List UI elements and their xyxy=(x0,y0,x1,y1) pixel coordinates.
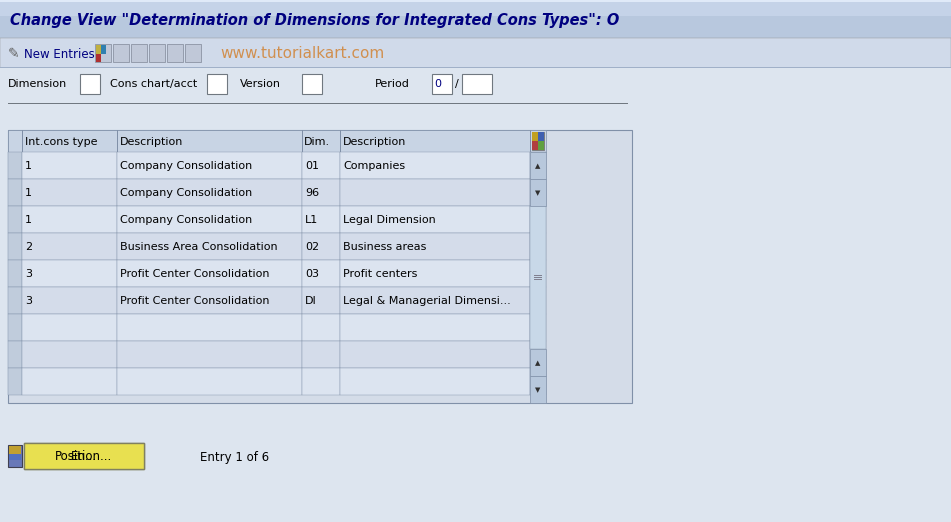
Text: Change View "Determination of Dimensions for Integrated Cons Types": O: Change View "Determination of Dimensions… xyxy=(10,14,619,29)
Text: 03: 03 xyxy=(305,269,319,279)
Text: Business Area Consolidation: Business Area Consolidation xyxy=(120,242,278,252)
Text: Business areas: Business areas xyxy=(343,242,426,252)
Text: /: / xyxy=(455,79,458,89)
Text: New Entries: New Entries xyxy=(24,48,95,61)
Text: Dimension: Dimension xyxy=(8,79,68,89)
Text: 02: 02 xyxy=(305,242,320,252)
Text: Entry 1 of 6: Entry 1 of 6 xyxy=(200,450,269,464)
Text: Position...: Position... xyxy=(55,450,112,464)
Text: 96: 96 xyxy=(305,188,320,198)
Text: Company Consolidation: Company Consolidation xyxy=(120,215,252,225)
Text: L1: L1 xyxy=(305,215,319,225)
Text: DI: DI xyxy=(305,296,317,306)
Text: Legal Dimension: Legal Dimension xyxy=(343,215,436,225)
Text: ▼: ▼ xyxy=(535,387,541,393)
Text: Company Consolidation: Company Consolidation xyxy=(120,161,252,171)
Text: Dim.: Dim. xyxy=(304,137,330,147)
Text: Description: Description xyxy=(120,137,184,147)
Text: 1: 1 xyxy=(25,161,32,171)
Text: Companies: Companies xyxy=(343,161,405,171)
Text: Version: Version xyxy=(240,79,281,89)
Text: ▼: ▼ xyxy=(535,190,541,196)
Text: www.tutorialkart.com: www.tutorialkart.com xyxy=(220,46,384,62)
Text: Profit Center Consolidation: Profit Center Consolidation xyxy=(120,296,269,306)
Text: En...: En... xyxy=(71,450,97,464)
Text: Period: Period xyxy=(375,79,410,89)
Text: Company Consolidation: Company Consolidation xyxy=(120,188,252,198)
Text: 01: 01 xyxy=(305,161,319,171)
Text: Profit centers: Profit centers xyxy=(343,269,417,279)
Text: Legal & Managerial Dimensi...: Legal & Managerial Dimensi... xyxy=(343,296,511,306)
Text: 3: 3 xyxy=(25,296,32,306)
Text: 3: 3 xyxy=(25,269,32,279)
Text: Cons chart/acct: Cons chart/acct xyxy=(110,79,197,89)
Text: Description: Description xyxy=(343,137,406,147)
Text: 1: 1 xyxy=(25,215,32,225)
Text: ✎: ✎ xyxy=(8,47,20,61)
Text: 2: 2 xyxy=(25,242,32,252)
Text: Profit Center Consolidation: Profit Center Consolidation xyxy=(120,269,269,279)
Text: 0: 0 xyxy=(434,79,441,89)
Text: 1: 1 xyxy=(25,188,32,198)
Text: ▲: ▲ xyxy=(535,360,541,366)
Text: ▲: ▲ xyxy=(535,163,541,169)
Text: Int.cons type: Int.cons type xyxy=(25,137,98,147)
